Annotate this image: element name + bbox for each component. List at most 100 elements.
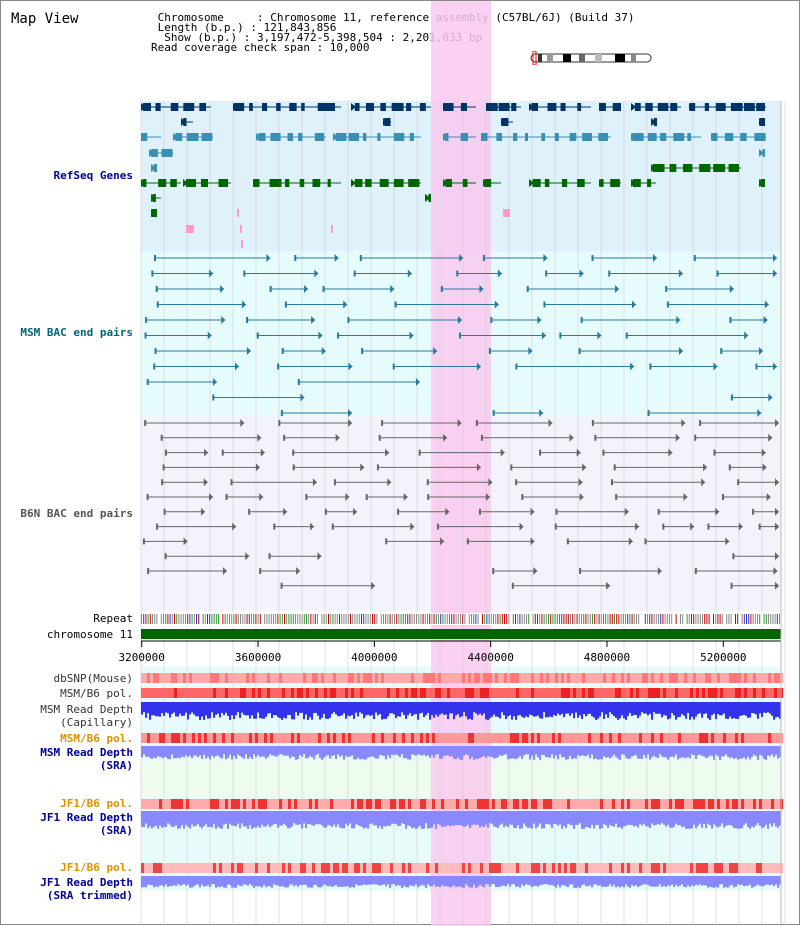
track-label-jf1-depth-trim-1[interactable]: JF1 Read Depth — [40, 876, 133, 889]
chromosome-ideogram[interactable] — [529, 51, 653, 65]
jf1-b6-pol-2-cell — [327, 863, 331, 873]
jf1-depth-sra-column — [459, 811, 462, 826]
b6n-bac-pair-left-end — [707, 523, 710, 530]
msm-depth-sra-column — [253, 746, 256, 755]
jf1-b6-pol-2-cell — [357, 863, 361, 873]
jf1-depth-trim-column — [767, 876, 770, 885]
refseq-gene-arrow — [486, 103, 491, 111]
jf1-b6-pol-2-cell — [717, 863, 721, 873]
jf1-b6-pol-2-cell — [393, 863, 397, 873]
msm-depth-cap-column — [717, 702, 720, 715]
track-label-jf1-b6-pol-1[interactable]: JF1/B6 pol. — [60, 797, 133, 810]
jf1-b6-pol-2-cell — [432, 863, 436, 873]
track-label-msm-bac[interactable]: MSM BAC end pairs — [20, 326, 133, 339]
msm-b6-pol-cell — [285, 688, 289, 698]
refseq-gene-exon — [647, 133, 657, 141]
track-label-refseq[interactable]: RefSeq Genes — [53, 169, 133, 182]
track-label-b6n-bac[interactable]: B6N BAC end pairs — [20, 507, 133, 520]
jf1-b6-pol-cell — [261, 799, 265, 809]
jf1-b6-pol-cell — [591, 799, 595, 809]
jf1-depth-trim-column — [723, 876, 726, 888]
jf1-b6-pol-2-cell — [177, 863, 181, 873]
jf1-depth-sra-column — [345, 811, 348, 824]
msm-depth-cap-column — [257, 702, 260, 713]
msm-b6-pol-cell — [168, 688, 172, 698]
track-label-msm-depth-sra-1[interactable]: MSM Read Depth — [40, 746, 133, 759]
jf1-depth-sra-column — [285, 811, 288, 826]
msm-depth-sra-column — [273, 746, 276, 756]
msm-bac-pair-left-end — [755, 363, 758, 370]
msm-depth-cap-column — [183, 702, 186, 716]
msm-depth-sra-column — [603, 746, 606, 757]
msm-b6-pol-2-cell — [243, 733, 247, 743]
dbsnp-cell — [732, 673, 736, 683]
repeat-element — [512, 614, 514, 624]
refseq-gene-exon — [142, 103, 152, 111]
jf1-depth-trim-column — [173, 876, 176, 886]
track-label-jf1-depth-sra-1[interactable]: JF1 Read Depth — [40, 811, 133, 824]
repeat-element — [596, 614, 598, 624]
dbsnp-cell — [696, 673, 700, 683]
jf1-b6-pol-cell — [180, 799, 184, 809]
jf1-depth-sra-column — [385, 811, 388, 827]
b6n-bac-pair-left-end — [156, 523, 159, 530]
jf1-b6-pol-cell — [516, 799, 520, 809]
msm-b6-pol-2-cell — [201, 733, 205, 743]
repeat-element — [521, 614, 523, 624]
jf1-b6-pol-2-cell — [264, 863, 268, 873]
dbsnp-cell — [735, 673, 739, 683]
track-label-chromosome[interactable]: chromosome 11 — [46, 628, 133, 641]
msm-b6-pol-cell — [411, 688, 415, 698]
jf1-depth-trim-column — [499, 876, 502, 887]
jf1-depth-trim-column — [545, 876, 548, 885]
msm-b6-pol-cell — [465, 688, 469, 698]
refseq-gene-arrow — [141, 103, 146, 111]
jf1-depth-sra-column — [369, 811, 372, 824]
msm-depth-cap-column — [363, 702, 366, 719]
track-label-dbsnp[interactable]: dbSNP(Mouse) — [53, 672, 133, 685]
repeat-element — [314, 614, 316, 624]
dbsnp-cell — [612, 673, 616, 683]
track-label-msm-depth-cap-1[interactable]: MSM Read Depth — [40, 703, 133, 716]
repeat-element — [585, 614, 587, 624]
msm-bac-pair-right-end — [768, 393, 773, 402]
jf1-b6-pol-cell — [321, 799, 325, 809]
jf1-b6-pol-2-cell — [492, 863, 496, 873]
jf1-depth-trim-column — [449, 876, 452, 888]
msm-depth-cap-column — [595, 702, 598, 720]
track-label-repeat[interactable]: Repeat — [93, 612, 133, 625]
jf1-depth-trim-column — [691, 876, 694, 886]
msm-depth-sra-column — [155, 746, 158, 759]
track-label-jf1-b6-pol-2[interactable]: JF1/B6 pol. — [60, 861, 133, 874]
dbsnp-cell — [570, 673, 574, 683]
b6n-bac-pair-left-end — [466, 538, 469, 545]
msm-bac-pair-right-end — [209, 269, 214, 278]
repeat-element — [675, 614, 677, 624]
msm-depth-cap-column — [745, 702, 748, 716]
jf1-depth-trim-column — [621, 876, 624, 887]
dbsnp-cell — [447, 673, 451, 683]
jf1-b6-pol-cell — [528, 799, 532, 809]
msm-bac-pair-right-end — [407, 269, 412, 278]
track-label-msm-b6-pol-1[interactable]: MSM/B6 pol. — [60, 687, 133, 700]
jf1-depth-trim-column — [425, 876, 428, 888]
msm-b6-pol-cell — [348, 688, 352, 698]
jf1-depth-trim-column — [471, 876, 474, 888]
jf1-depth-sra-column — [439, 811, 442, 825]
msm-bac-pair-right-end — [764, 300, 769, 309]
jf1-b6-pol-cell — [381, 799, 385, 809]
b6n-bac-pair-left-end — [644, 538, 647, 545]
refseq-gene-exon — [462, 179, 468, 187]
msm-b6-pol-2-cell — [723, 733, 727, 743]
dbsnp-cell — [699, 673, 703, 683]
jf1-depth-trim-column — [469, 876, 472, 888]
msm-b6-pol-cell — [327, 688, 331, 698]
msm-bac-pair-right-end — [773, 269, 777, 278]
msm-depth-sra-column — [709, 746, 712, 756]
msm-depth-cap-column — [519, 702, 522, 716]
jf1-depth-trim-column — [667, 876, 670, 886]
dbsnp-cell — [690, 673, 694, 683]
repeat-element — [244, 614, 246, 624]
track-label-msm-b6-pol-2[interactable]: MSM/B6 pol. — [60, 732, 133, 745]
